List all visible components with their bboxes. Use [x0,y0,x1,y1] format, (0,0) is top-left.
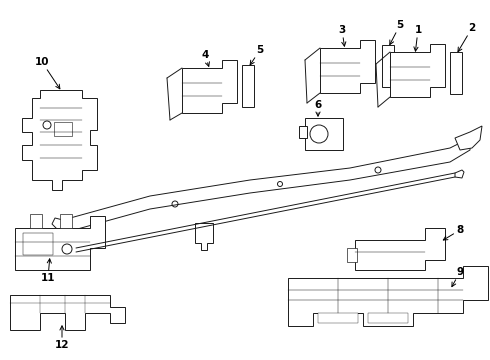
Polygon shape [355,228,445,270]
Polygon shape [60,214,72,228]
Polygon shape [320,40,375,93]
Polygon shape [390,44,445,97]
Polygon shape [182,60,237,113]
Polygon shape [368,313,408,323]
Text: 11: 11 [41,259,55,283]
Polygon shape [195,223,213,250]
Polygon shape [318,313,358,323]
Text: 10: 10 [35,57,60,89]
Polygon shape [10,295,125,330]
Polygon shape [15,216,105,270]
Polygon shape [455,126,482,150]
Text: 7: 7 [0,359,1,360]
Polygon shape [66,248,76,253]
Text: 8: 8 [443,225,464,240]
Polygon shape [242,65,254,107]
Polygon shape [450,52,462,94]
Polygon shape [347,248,357,262]
Polygon shape [455,170,464,178]
Polygon shape [299,126,307,138]
Text: 9: 9 [452,267,464,287]
Text: 12: 12 [55,326,69,350]
Text: 2: 2 [458,23,476,52]
Text: 3: 3 [339,25,346,46]
Text: 1: 1 [414,25,421,51]
Polygon shape [52,218,63,233]
Text: 4: 4 [201,50,209,66]
Text: 5: 5 [390,20,404,45]
Polygon shape [54,122,72,136]
Polygon shape [305,118,343,150]
Polygon shape [63,138,470,233]
Polygon shape [288,266,488,326]
Text: 6: 6 [315,100,321,116]
Text: 5: 5 [250,45,264,65]
Polygon shape [22,90,97,190]
Polygon shape [23,233,53,255]
Polygon shape [30,214,42,228]
Polygon shape [382,45,394,87]
